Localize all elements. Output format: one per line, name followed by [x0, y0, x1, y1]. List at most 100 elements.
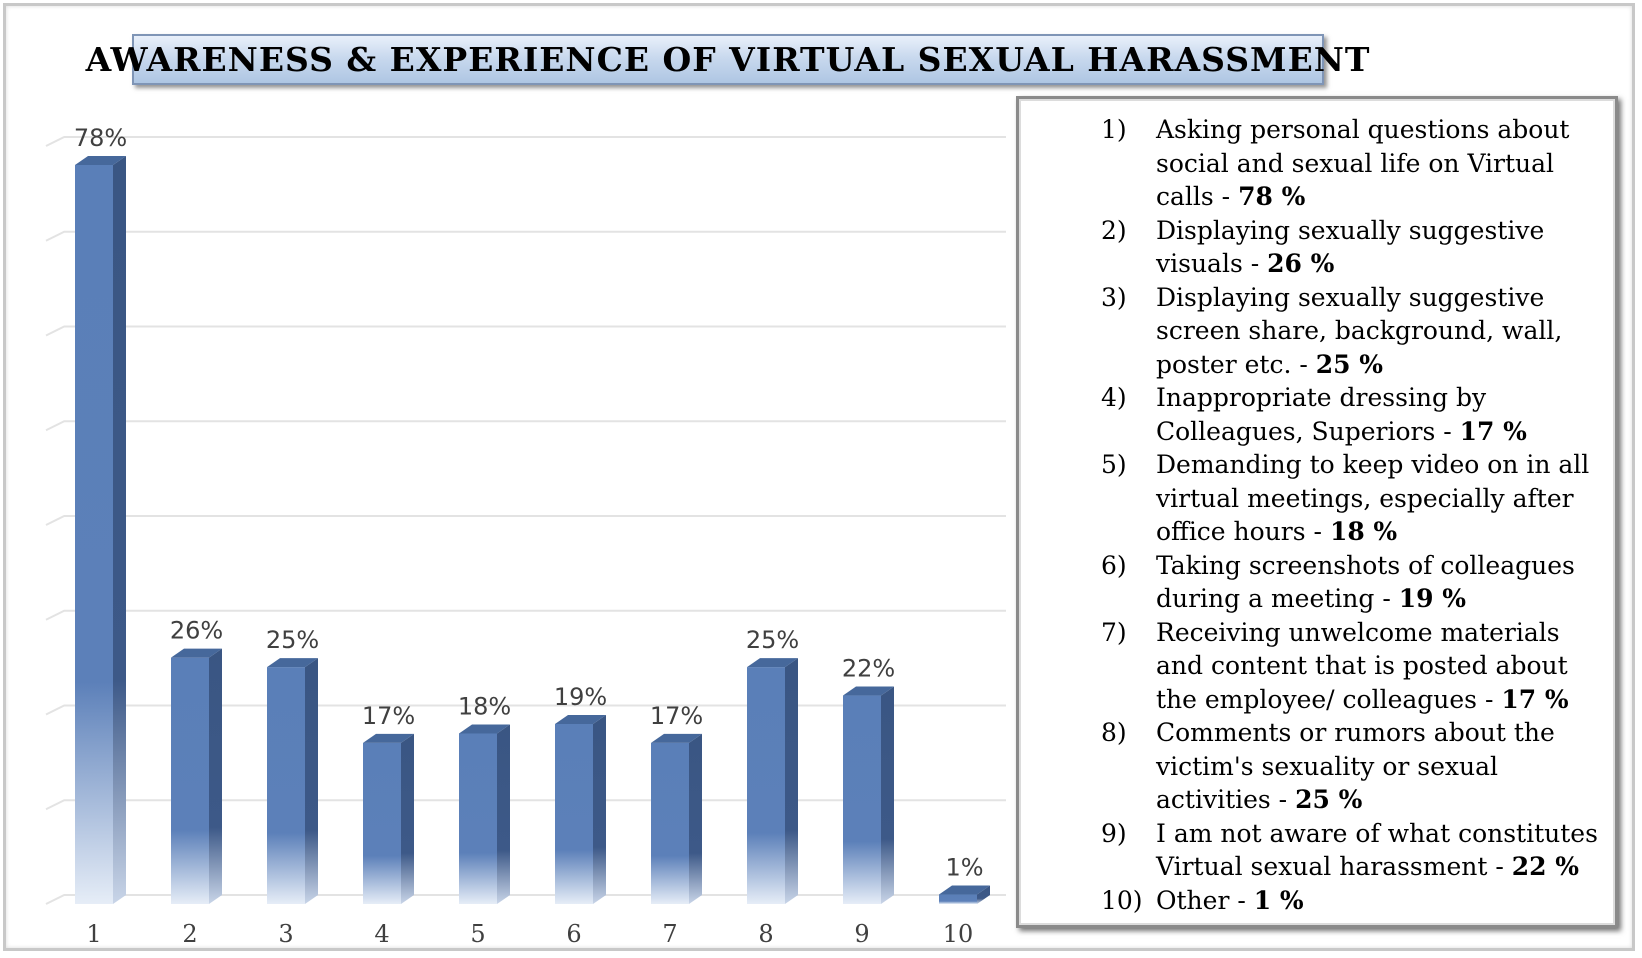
bar-front	[363, 742, 401, 904]
bar-front	[171, 657, 209, 904]
x-tick-label: 10	[943, 920, 974, 946]
bar-top	[171, 648, 222, 658]
bar-side	[497, 724, 510, 904]
bar-top	[267, 658, 318, 668]
bar-side	[785, 658, 798, 904]
bar-top	[651, 733, 702, 743]
data-label: 17%	[362, 702, 415, 730]
legend-text: I am not aware of what constitutes Virtu…	[1156, 818, 1598, 882]
legend-percent: 18 %	[1329, 517, 1398, 546]
data-label: 26%	[170, 617, 223, 645]
legend-item: 2) Displaying sexually suggestive visual…	[1101, 214, 1601, 281]
bar-top	[363, 733, 414, 743]
x-tick-label: 7	[662, 920, 677, 946]
gridline	[45, 325, 1006, 337]
bar-top	[843, 686, 894, 696]
x-tick-label: 9	[854, 920, 869, 946]
data-label: 25%	[266, 626, 319, 654]
legend-number: 8)	[1101, 718, 1127, 747]
bar-1	[75, 155, 126, 904]
bar-3	[267, 658, 318, 904]
bar-side	[401, 733, 414, 904]
x-tick-label: 5	[470, 920, 485, 946]
bar-7	[651, 733, 702, 904]
x-tick-labels: 1 2 3 4 5 6 7 8 9 10	[86, 920, 973, 946]
gridline	[45, 515, 1006, 526]
bar-side	[977, 885, 990, 904]
bar-front	[651, 742, 689, 904]
legend-item: 6) Taking screenshots of colleagues durin…	[1101, 549, 1601, 616]
x-tick-label: 2	[182, 920, 197, 946]
bar-front	[939, 894, 977, 904]
x-tick-label: 8	[758, 920, 773, 946]
bar-front	[459, 733, 497, 904]
legend-number: 5)	[1101, 450, 1127, 479]
bar-front	[747, 667, 785, 904]
legend-number: 4)	[1101, 383, 1127, 412]
gridline	[45, 136, 1006, 147]
legend-number: 3)	[1101, 282, 1127, 312]
legend-item: 10) Other - 1 %	[1101, 884, 1601, 918]
legend-item: 4) Inappropriate dressing by Colleagues, …	[1101, 381, 1601, 448]
bar-8	[747, 658, 798, 904]
data-label: 25%	[746, 626, 799, 654]
legend-number: 2)	[1101, 215, 1127, 245]
legend-text: Inappropriate dressing by Colleagues, Su…	[1156, 383, 1487, 446]
legend-percent: 26 %	[1267, 249, 1335, 278]
bar-top	[459, 724, 510, 734]
data-label: 17%	[650, 702, 703, 730]
legend-percent: 22 %	[1511, 852, 1579, 881]
legend-text: Displaying sexually suggestive screen sh…	[1156, 282, 1563, 379]
data-label: 78%	[74, 124, 127, 152]
legend-percent: 17 %	[1501, 684, 1569, 714]
bar-6	[555, 714, 606, 904]
bar-side	[113, 155, 126, 904]
legend-item: 7) Receiving unwelcome materials and cont…	[1101, 616, 1601, 717]
legend-percent: 25 %	[1315, 349, 1384, 379]
legend-percent: 25 %	[1295, 785, 1363, 814]
chart-frame: AWARENESS & EXPERIENCE OF VIRTUAL SEXUAL…	[3, 3, 1635, 951]
legend-item: 5) Demanding to keep video on in all virt…	[1101, 448, 1601, 549]
x-tick-label: 3	[278, 920, 293, 946]
legend-item: 8) Comments or rumors about the victim's …	[1101, 716, 1601, 817]
legend-text: Comments or rumors about the victim's se…	[1156, 718, 1555, 814]
legend-number: 6)	[1101, 550, 1127, 580]
bar-5	[459, 724, 510, 904]
legend-text: Asking personal questions about social a…	[1156, 115, 1570, 211]
legend-number: 9)	[1101, 818, 1127, 848]
bar-side	[881, 686, 894, 904]
legend-item: 3) Displaying sexually suggestive screen…	[1101, 281, 1601, 382]
bar-top	[747, 658, 798, 668]
x-tick-label: 1	[86, 920, 101, 946]
bar-top	[75, 155, 126, 165]
legend-percent: 19 %	[1398, 584, 1466, 613]
legend-text: Receiving unwelcome materials and conten…	[1156, 617, 1568, 714]
legend-list: 1) Asking personal questions about social…	[1101, 113, 1601, 917]
legend-percent: 17 %	[1459, 416, 1527, 446]
bar-top	[555, 714, 606, 724]
legend-text: Other -	[1156, 885, 1254, 915]
legend-box: 1) Asking personal questions about social…	[1016, 96, 1618, 928]
bar-front	[555, 723, 593, 904]
bars	[75, 155, 990, 904]
gridline	[45, 420, 1006, 432]
legend-number: 7)	[1101, 617, 1127, 647]
legend-text: Displaying sexually suggestive visuals -	[1156, 215, 1545, 279]
bar-front	[267, 667, 305, 904]
gridline	[45, 609, 1006, 621]
legend-text: Taking screenshots of colleagues during …	[1156, 550, 1575, 614]
bar-4	[363, 733, 414, 904]
chart-title: AWARENESS & EXPERIENCE OF VIRTUAL SEXUAL…	[85, 40, 1371, 79]
legend-number: 10)	[1101, 885, 1143, 915]
x-tick-label: 6	[566, 920, 581, 946]
bar-top	[939, 885, 990, 895]
data-label: 18%	[458, 692, 511, 720]
legend-percent: 1 %	[1253, 885, 1304, 915]
chart-title-box: AWARENESS & EXPERIENCE OF VIRTUAL SEXUAL…	[86, 34, 1369, 85]
data-label: 22%	[842, 655, 895, 683]
legend-number: 1)	[1101, 115, 1127, 144]
x-tick-label: 4	[374, 920, 389, 946]
bar-side	[593, 714, 606, 904]
data-label: 19%	[554, 683, 607, 711]
